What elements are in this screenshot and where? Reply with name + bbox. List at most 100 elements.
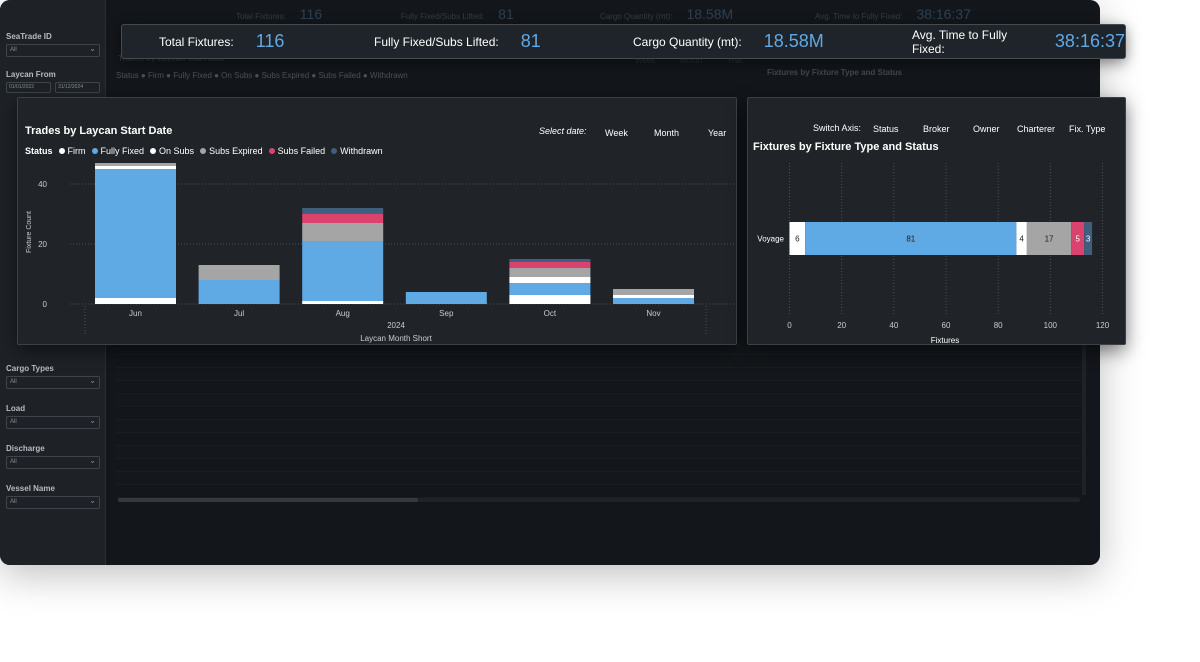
legend-dot	[91, 148, 98, 154]
bar-segment-oct-withdrawn	[509, 259, 591, 262]
bg-kpi-value: 38:16:37	[916, 6, 971, 22]
kpi-label: Total Fixtures:	[159, 34, 234, 49]
vessel-name-select[interactable]: All	[6, 495, 100, 509]
bar-segment-jun-on-subs	[95, 166, 176, 169]
legend-label: Firm	[67, 146, 86, 156]
legend-heading: Status	[25, 146, 53, 156]
bg-week-button: Week	[635, 56, 656, 65]
bar-segment-aug-fully-fixed	[302, 241, 384, 301]
bg-right-title: Fixtures by Fixture Type and Status	[767, 68, 902, 77]
select-date-label: Select date:	[539, 126, 587, 136]
data-label: 4	[1019, 235, 1024, 244]
trades-bar-chart: 0 20 40 Fixture Count Jun Jul Aug Sep Oct Nov 2024…	[26, 163, 735, 343]
bar-segment-aug-subs-expired	[302, 223, 384, 241]
date-from-input[interactable]: 01/01/2022	[6, 82, 51, 93]
bar-segment-sep-fully-fixed	[405, 292, 487, 304]
kpi-label: Avg. Time to Fully Fixed:	[912, 27, 1008, 56]
bg-month-button: Month	[680, 56, 703, 65]
bar-segment-aug-subs-failed	[302, 214, 384, 223]
legend-label: Fully Fixed	[100, 146, 145, 156]
filter-discharge: Discharge All	[6, 444, 100, 469]
y-tick-label: 0	[43, 300, 48, 309]
bg-kpi-fully-fixed: Fully Fixed/Subs Lifted: 81	[401, 6, 514, 22]
x-tick-label: Oct	[544, 309, 557, 318]
bg-kpi-total-fixtures: Total Fixtures: 116	[236, 6, 322, 22]
table-horizontal-scrollbar[interactable]	[118, 498, 1080, 502]
bg-kpi-value: 81	[498, 6, 514, 22]
filter-vessel-name: Vessel Name All	[6, 484, 100, 509]
date-to-input[interactable]: 31/12/2024	[55, 82, 100, 93]
fixture-type-bar-chart: 0 20 40 60 80 100 120 Fixtures Voyage 6 81 4 17 5 3	[757, 163, 1110, 344]
switch-axis-fix-type[interactable]: Fix. Type	[1069, 124, 1106, 134]
x-tick-label: 60	[942, 321, 951, 330]
filter-label: Vessel Name	[6, 484, 55, 493]
bar-segment-voyage-subs-failed	[1071, 222, 1085, 255]
legend-label: Subs Expired	[209, 146, 263, 156]
table-row	[115, 381, 1083, 394]
kpi-fully-fixed: Fully Fixed/Subs Lifted: 81	[374, 25, 541, 58]
table-row	[115, 459, 1083, 472]
date-range: 01/01/2022 31/12/2024	[6, 82, 100, 93]
kpi-value: 81	[520, 31, 541, 51]
switch-axis-broker[interactable]: Broker	[923, 124, 950, 134]
cargo-types-select[interactable]: All	[6, 375, 100, 389]
table-row	[115, 420, 1083, 433]
switch-axis-label: Switch Axis:	[813, 123, 862, 133]
month-button[interactable]: Month	[654, 128, 680, 138]
table-row	[115, 394, 1083, 407]
legend-item-on-subs[interactable]: On Subs	[150, 146, 194, 156]
year-button[interactable]: Year	[708, 128, 727, 138]
legend-item-subs-failed[interactable]: Subs Failed	[268, 146, 325, 156]
x-axis-title: Laycan Month Short	[360, 334, 432, 343]
kpi-label: Cargo Quantity (mt):	[633, 34, 742, 49]
table-row	[115, 355, 1083, 368]
discharge-select[interactable]: All	[6, 455, 100, 469]
table-vertical-scrollbar[interactable]	[1082, 345, 1086, 495]
table-row	[115, 368, 1083, 381]
y-tick-label: 40	[38, 180, 47, 189]
bg-kpi-label: Total Fixtures:	[236, 12, 286, 21]
background-kpi-row: Total Fixtures: 116 Fully Fixed/Subs Lif…	[110, 0, 1100, 26]
bar-segment-voyage-firm	[789, 222, 806, 255]
load-select[interactable]: All	[6, 415, 100, 429]
kpi-cargo-quantity: Cargo Quantity (mt): 18.58M	[633, 25, 824, 58]
legend-item-firm[interactable]: Firm	[58, 146, 86, 156]
legend-dot	[268, 148, 275, 154]
x-tick-label: 80	[994, 321, 1003, 330]
bar-segment-aug-firm	[302, 301, 384, 304]
bar-segment-aug-withdrawn	[302, 208, 384, 214]
table-row	[115, 433, 1083, 446]
filter-load: Load All	[6, 404, 100, 429]
bg-kpi-label: Fully Fixed/Subs Lifted:	[401, 12, 485, 21]
kpi-avg-time: Avg. Time to Fully Fixed: 38:16:37	[912, 25, 1125, 58]
bar-segment-voyage-withdrawn	[1084, 222, 1093, 255]
legend-item-fully-fixed[interactable]: Fully Fixed	[91, 146, 145, 156]
filter-cargo-types: Cargo Types All	[6, 364, 100, 389]
kpi-value: 116	[255, 31, 285, 51]
kpi-label: Fully Fixed/Subs Lifted:	[374, 34, 499, 49]
status-legend: Status Firm Fully Fixed On Subs Subs Exp…	[25, 146, 383, 156]
bg-kpi-cargo-quantity: Cargo Quantity (mt): 18.58M	[600, 6, 733, 22]
bar-segment-voyage-on-subs	[1016, 222, 1027, 255]
legend-item-withdrawn[interactable]: Withdrawn	[331, 146, 383, 156]
legend-item-subs-expired[interactable]: Subs Expired	[200, 146, 263, 156]
fixture-type-chart-title: Fixtures by Fixture Type and Status	[753, 141, 939, 153]
filter-label: SeaTrade ID	[6, 32, 52, 41]
switch-axis-status[interactable]: Status	[873, 124, 899, 134]
week-button[interactable]: Week	[605, 128, 628, 138]
legend-dot	[150, 148, 157, 154]
data-label: 81	[906, 235, 915, 244]
table-row	[115, 472, 1083, 485]
legend-label: On Subs	[159, 146, 195, 156]
switch-axis-owner[interactable]: Owner	[973, 124, 1000, 134]
bar-segment-jun-subs-expired	[95, 163, 176, 166]
switch-axis-charterer[interactable]: Charterer	[1017, 124, 1056, 134]
bar-segment-voyage-fully-fixed	[805, 222, 1017, 255]
x-tick-label: Sep	[439, 309, 454, 318]
table-row	[115, 407, 1083, 420]
x-tick-label: 20	[837, 321, 846, 330]
scrollbar-thumb[interactable]	[118, 498, 418, 502]
x-group-label: 2024	[387, 321, 405, 330]
seatrade-id-select[interactable]: All	[6, 43, 100, 57]
